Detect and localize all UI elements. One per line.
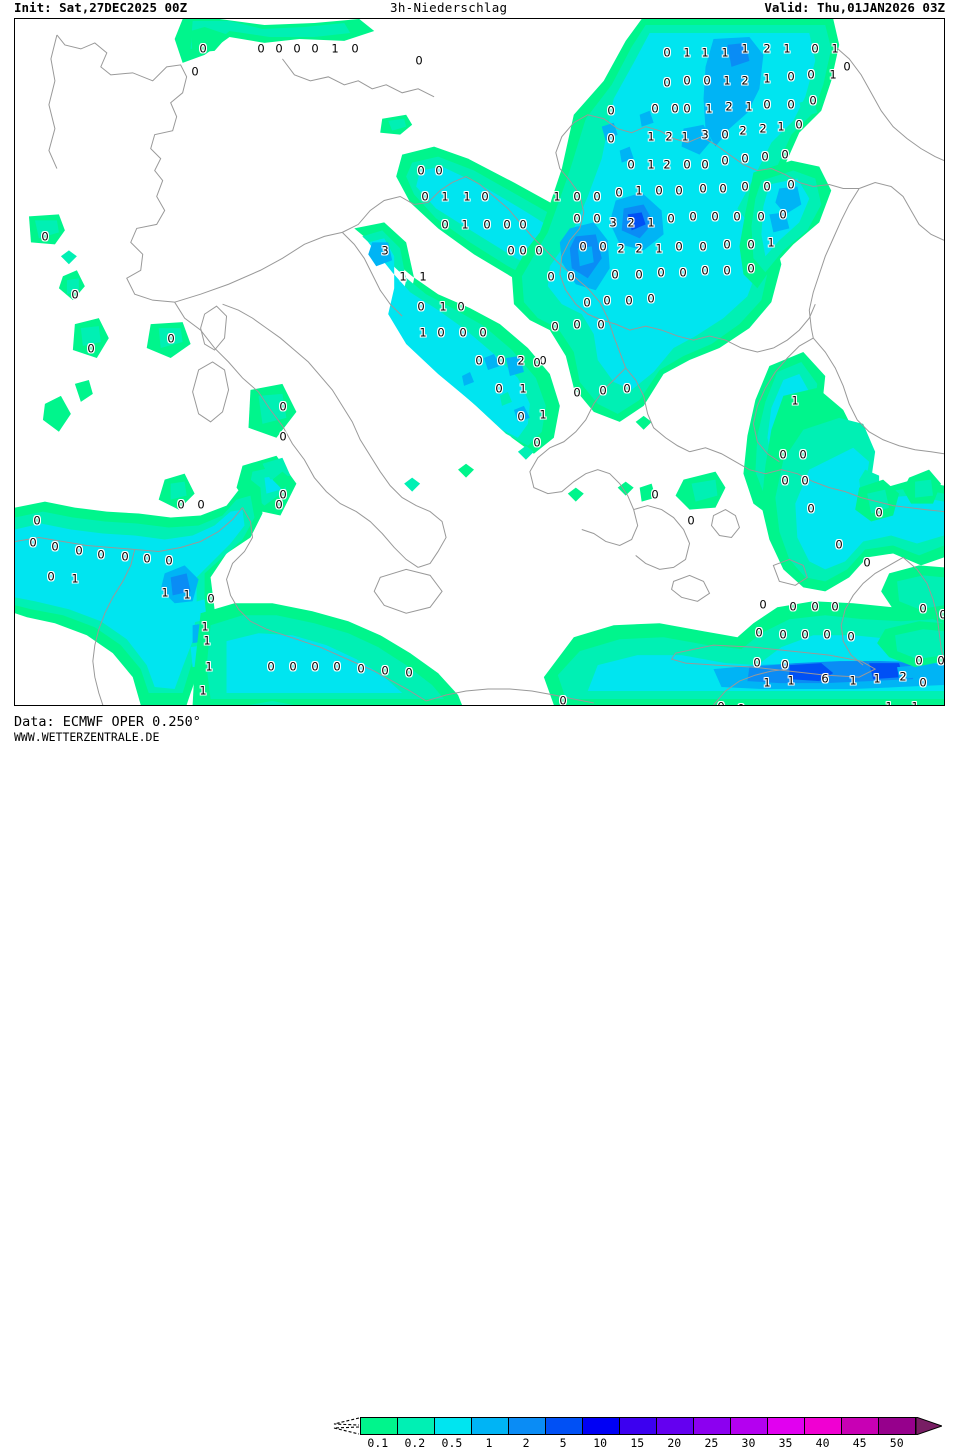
precip-region-far-east bbox=[855, 469, 944, 668]
precipitation-field bbox=[15, 19, 944, 705]
precip-region-balkans bbox=[511, 19, 840, 422]
website-label: WWW.WETTERZENTRALE.DE bbox=[14, 730, 160, 744]
colorbar-swatch-10 bbox=[583, 1418, 620, 1434]
precip-region-apennines bbox=[354, 222, 560, 454]
precipitation-colorbar[interactable]: 0.1 0.2 0.5 1 2 5 10 15 20 25 30 35 40 45 50 bbox=[332, 1417, 946, 1450]
colorbar-tick-0.1: 0.1 bbox=[367, 1436, 389, 1450]
map-header: Init: Sat,27DEC2025 00Z 3h-Niederschlag … bbox=[0, 0, 959, 17]
precip-specks bbox=[60, 250, 652, 502]
colorbar-tick-2: 2 bbox=[522, 1436, 530, 1450]
precip-region-ne-italy bbox=[380, 114, 413, 135]
map-footer: Data: ECMWF OPER 0.250° WWW.WETTERZENTRA… bbox=[0, 706, 959, 1450]
colorbar-overflow-arrow bbox=[916, 1417, 942, 1435]
colorbar-tick-20: 20 bbox=[667, 1436, 682, 1450]
colorbar-swatch-5 bbox=[546, 1418, 583, 1434]
precip-region-west-islands bbox=[28, 214, 297, 516]
precip-region-alps bbox=[174, 19, 375, 63]
colorbar-tick-50: 50 bbox=[889, 1436, 904, 1450]
colorbar-tick-25: 25 bbox=[704, 1436, 719, 1450]
colorbar-swatch-35 bbox=[768, 1418, 805, 1434]
colorbar-swatch-0.1 bbox=[361, 1418, 398, 1434]
colorbar-tick-45: 45 bbox=[852, 1436, 867, 1450]
colorbar-tick-35: 35 bbox=[778, 1436, 793, 1450]
colorbar-swatches bbox=[360, 1417, 916, 1435]
page-title: 3h-Niederschlag bbox=[390, 0, 508, 15]
colorbar-tick-15: 15 bbox=[630, 1436, 645, 1450]
coastlines-layer bbox=[15, 34, 944, 705]
colorbar-tick-1: 1 bbox=[485, 1436, 493, 1450]
colorbar-swatch-45 bbox=[842, 1418, 879, 1434]
colorbar-underflow-icon bbox=[333, 1417, 360, 1435]
data-source-label: Data: ECMWF OPER 0.250° bbox=[14, 714, 201, 730]
colorbar-swatch-0.2 bbox=[398, 1418, 435, 1434]
precip-region-greece-central bbox=[639, 471, 726, 510]
init-time-label: Init: Sat,27DEC2025 00Z bbox=[14, 0, 188, 15]
colorbar-tick-labels: 0.1 0.2 0.5 1 2 5 10 15 20 25 30 35 40 45 50 bbox=[360, 1436, 916, 1450]
colorbar-swatch-15 bbox=[620, 1418, 657, 1434]
colorbar-tick-0.5: 0.5 bbox=[441, 1436, 463, 1450]
colorbar-swatch-0.5 bbox=[435, 1418, 472, 1434]
colorbar-swatch-30 bbox=[731, 1418, 768, 1434]
valid-time-label: Valid: Thu,01JAN2026 03Z bbox=[764, 0, 945, 15]
colorbar-tick-0.2: 0.2 bbox=[404, 1436, 426, 1450]
colorbar-tick-5: 5 bbox=[559, 1436, 567, 1450]
colorbar-tick-30: 30 bbox=[741, 1436, 756, 1450]
colorbar-swatch-50 bbox=[879, 1418, 915, 1434]
colorbar-swatch-40 bbox=[805, 1418, 842, 1434]
map-svg bbox=[15, 19, 944, 705]
colorbar-swatch-1 bbox=[472, 1418, 509, 1434]
colorbar-swatch-20 bbox=[657, 1418, 694, 1434]
colorbar-swatch-2 bbox=[509, 1418, 546, 1434]
colorbar-tick-10: 10 bbox=[593, 1436, 608, 1450]
precip-region-east-bulgaria bbox=[739, 160, 832, 289]
colorbar-tick-40: 40 bbox=[815, 1436, 830, 1450]
colorbar-swatch-25 bbox=[694, 1418, 731, 1434]
precip-region-libya bbox=[192, 603, 463, 705]
